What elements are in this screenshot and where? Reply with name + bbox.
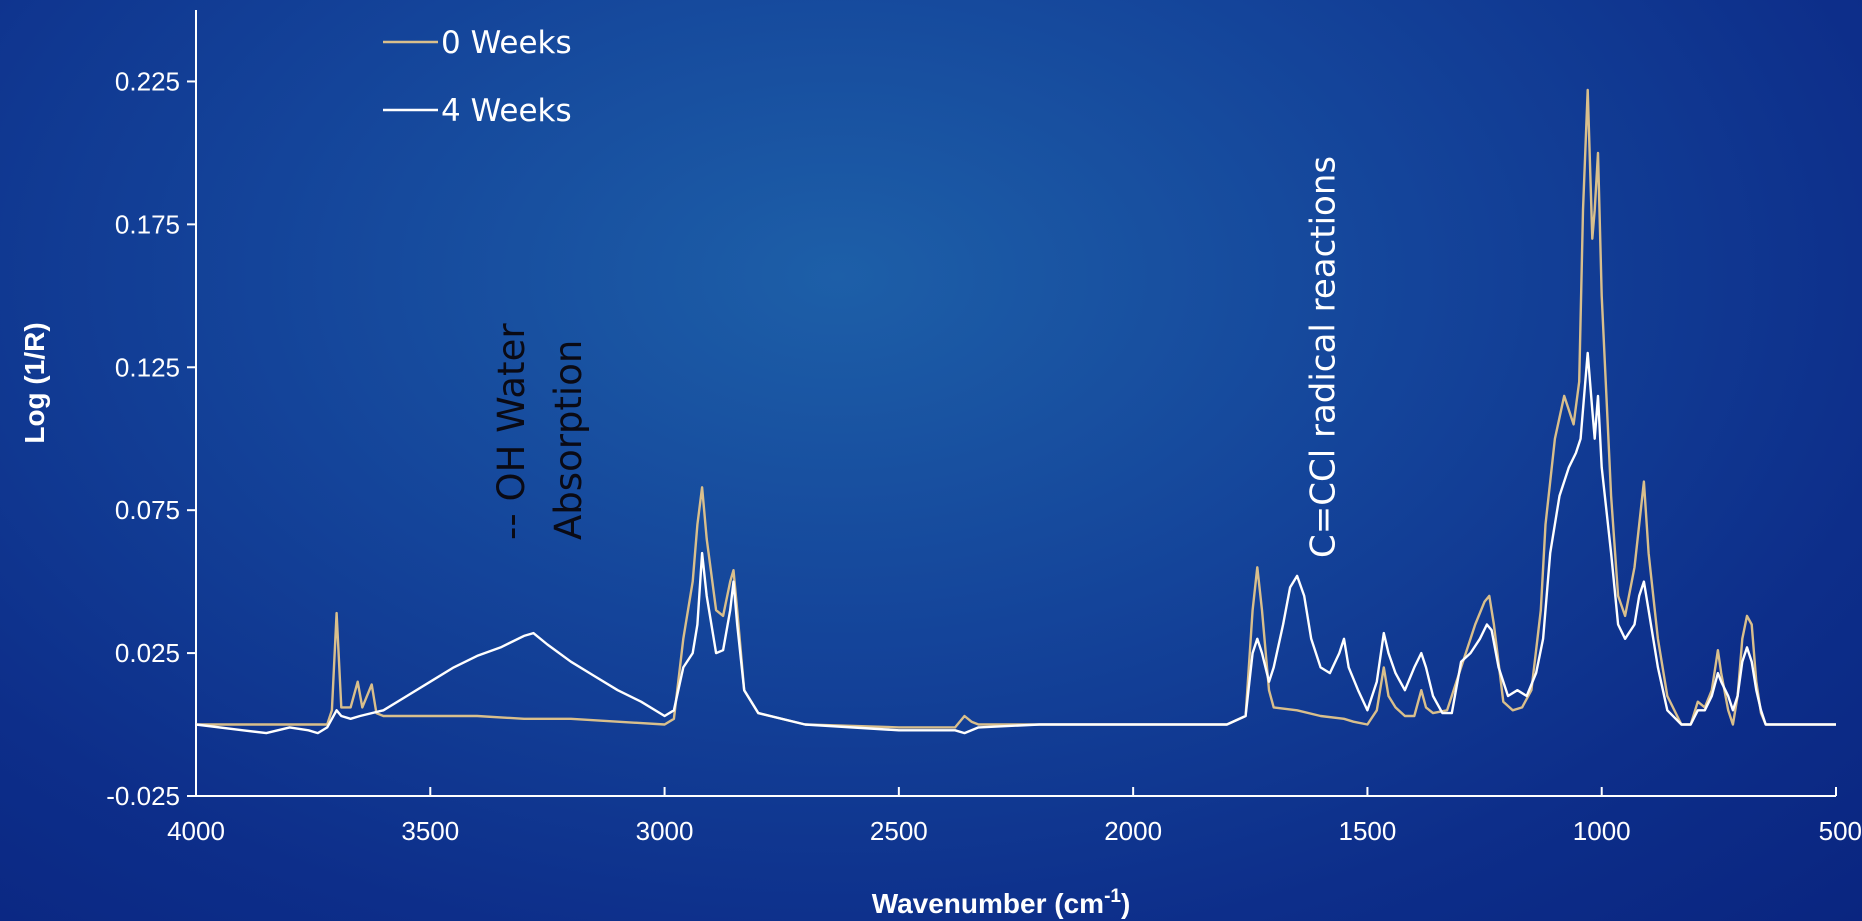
y-tick-label: 0.125 [115,352,180,382]
x-tick-label: 3000 [636,816,694,846]
series-group [195,88,1836,735]
annotation-c-ccl-radical: C=CCl radical reactions [1304,156,1344,558]
x-tick-label: 1500 [1339,816,1397,846]
series-line-4-weeks [195,351,1836,735]
x-tick-label: 500 [1819,816,1862,846]
x-ticks: 4000 3500 3000 2500 2000 1500 1000 500 [167,787,1862,846]
axes [195,10,1836,797]
y-ticks: -0.025 0.025 0.075 0.125 0.175 0.225 [106,66,196,811]
annotation-oh-water: -- OH Water Absorption [490,323,590,540]
x-tick-label: 2000 [1104,816,1162,846]
legend: 0 Weeks 4 Weeks [383,25,572,129]
legend-label: 0 Weeks [441,25,572,61]
x-axis-title-sup: -1 [1104,886,1121,907]
y-tick-label: 0.225 [115,66,180,96]
annotations: -- OH Water Absorption C=CCl radical react… [490,156,1344,558]
y-tick-label: 0.075 [115,495,180,525]
y-tick-label: 0.175 [115,209,180,239]
y-tick-label: -0.025 [106,781,180,811]
annotation-line: -- OH Water [490,323,533,540]
legend-label: 4 Weeks [441,93,572,129]
x-axis-title-main: Wavenumber (cm [872,888,1104,919]
y-tick-label: 0.025 [115,638,180,668]
x-tick-label: 2500 [870,816,928,846]
x-tick-label: 3500 [401,816,459,846]
series-line-0-weeks [196,88,1836,729]
annotation-line: Absorption [547,340,590,540]
x-tick-label: 4000 [167,816,225,846]
x-axis-title-end: ) [1121,888,1130,919]
y-axis-title: Log (1/R) [19,322,50,443]
x-tick-label: 1000 [1573,816,1631,846]
x-axis-title: Wavenumber (cm-1) [872,886,1131,919]
